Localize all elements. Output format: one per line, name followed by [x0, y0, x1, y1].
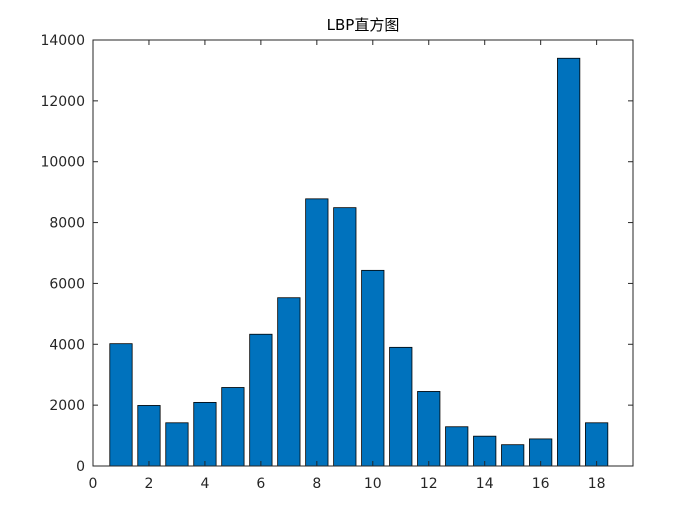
bar-17	[557, 57, 581, 467]
bar-10	[361, 269, 385, 467]
bar-5	[221, 387, 245, 467]
chart-title: LBP直方图	[327, 16, 400, 34]
axes-layer: 0 2 4 6 8 10 12 14 16 18 0 2000 4000 6000 8000 10000 120…	[40, 33, 634, 492]
y-tick-label: 10000	[40, 155, 85, 171]
bar-8	[305, 198, 329, 467]
x-tick-label: 0	[89, 476, 98, 492]
axes-box	[92, 39, 634, 467]
x-tick-label: 16	[532, 476, 550, 492]
bars-layer	[109, 57, 609, 467]
bar-2	[137, 405, 161, 467]
x-tick-label: 12	[420, 476, 438, 492]
y-tick-label: 12000	[40, 94, 85, 110]
bar-1	[109, 343, 133, 467]
y-tick-label: 6000	[49, 276, 85, 292]
x-tick-label: 2	[144, 476, 153, 492]
bar-3	[165, 422, 189, 467]
bar-18	[585, 422, 609, 467]
bar-9	[333, 207, 357, 467]
x-tick-label: 8	[312, 476, 321, 492]
x-tick-label: 6	[256, 476, 265, 492]
bar-12	[417, 391, 441, 467]
bar-7	[277, 297, 301, 467]
bar-11	[389, 346, 413, 467]
bar-15	[501, 444, 525, 467]
bar-4	[193, 401, 217, 467]
y-tick-label: 0	[76, 459, 85, 475]
bar-6	[249, 333, 273, 467]
x-tick-label: 10	[364, 476, 382, 492]
x-tick-label: 4	[200, 476, 209, 492]
x-tick-label: 18	[588, 476, 606, 492]
y-tick-label: 14000	[40, 33, 85, 49]
y-tick-label: 4000	[49, 337, 85, 353]
y-tick-label: 8000	[49, 216, 85, 232]
y-tick-label: 2000	[49, 398, 85, 414]
x-tick-label: 14	[476, 476, 494, 492]
bar-13	[445, 426, 469, 467]
